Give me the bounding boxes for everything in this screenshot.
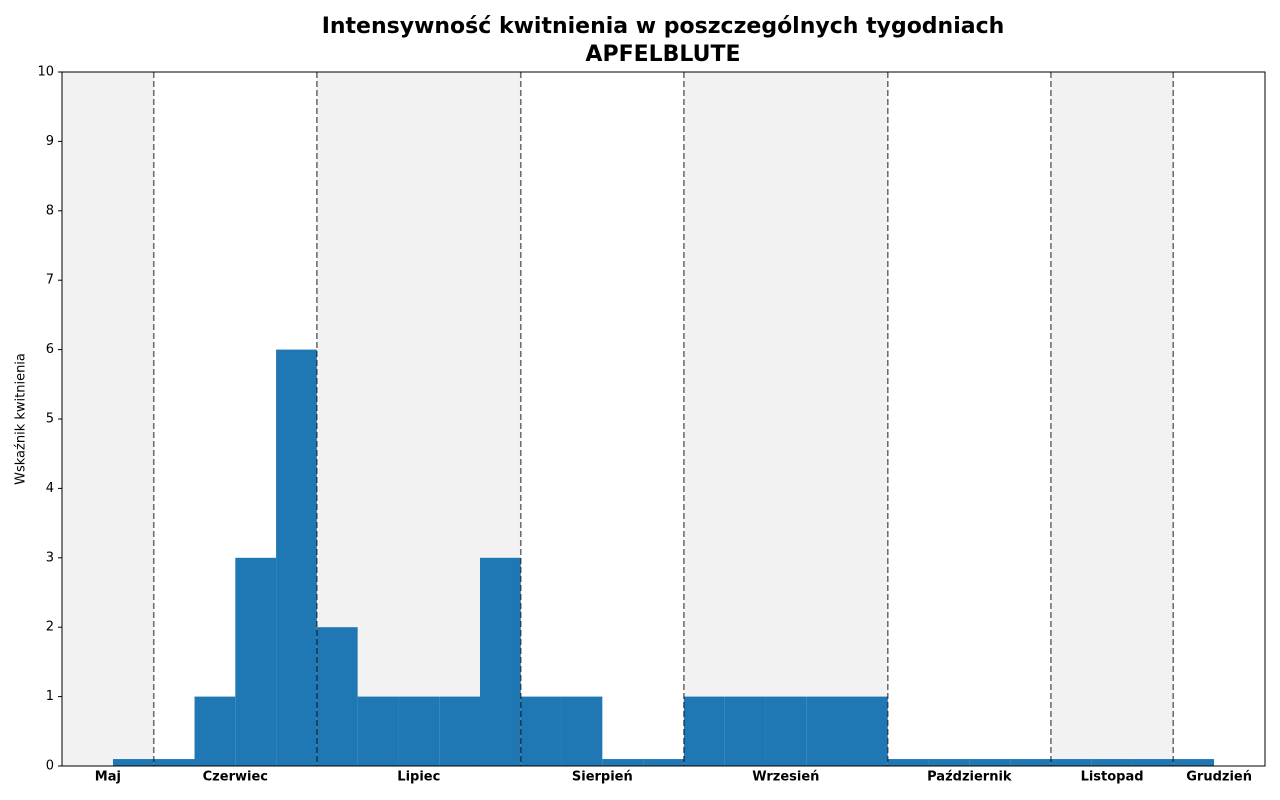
y-tick-label: 9 <box>46 134 54 149</box>
y-tick-label: 2 <box>46 620 54 635</box>
y-tick-label: 4 <box>46 481 54 496</box>
y-tick-label: 7 <box>46 273 54 288</box>
overlay-layer <box>152 72 1175 766</box>
bar <box>439 696 480 766</box>
bars-layer <box>112 349 1215 766</box>
chart-title: Intensywność kwitnienia w poszczególnych… <box>322 14 1005 39</box>
y-tick-label: 8 <box>46 203 54 218</box>
month-label: Październik <box>927 770 1012 785</box>
bar <box>194 696 236 766</box>
bar <box>969 759 1011 766</box>
bar <box>683 696 725 766</box>
y-tick-label: 3 <box>46 550 54 565</box>
y-tick-label: 5 <box>46 412 54 427</box>
bar <box>1173 759 1215 766</box>
month-shade <box>1050 72 1174 766</box>
bar <box>928 759 970 766</box>
bar <box>235 557 277 766</box>
month-shade <box>62 72 154 766</box>
bar <box>1050 759 1092 766</box>
bar <box>520 696 562 766</box>
month-shade <box>683 72 888 766</box>
background-layer <box>62 72 1174 766</box>
bar <box>479 557 521 766</box>
bar <box>847 696 888 766</box>
bar <box>276 349 317 766</box>
y-tick-label: 10 <box>37 65 54 80</box>
bar <box>806 696 848 766</box>
bar <box>887 759 929 766</box>
bar <box>602 759 644 766</box>
bar <box>765 696 807 766</box>
y-tick-label: 0 <box>46 759 54 774</box>
bar <box>724 696 766 766</box>
y-axis-label: Wskaźnik kwitnienia <box>14 353 29 485</box>
month-label: Sierpień <box>572 770 633 785</box>
bar <box>1132 759 1174 766</box>
month-label: Wrzesień <box>752 770 819 785</box>
bar <box>316 627 358 766</box>
month-label: Czerwiec <box>203 770 268 785</box>
month-label: Lipiec <box>397 770 440 785</box>
y-tick-label: 6 <box>46 342 54 357</box>
bar <box>112 759 154 766</box>
bar <box>398 696 440 766</box>
bar <box>1091 759 1133 766</box>
month-label: Listopad <box>1081 770 1144 785</box>
bar <box>643 759 684 766</box>
y-tick-label: 1 <box>46 689 54 704</box>
month-label: Grudzień <box>1186 770 1252 785</box>
bar <box>561 696 603 766</box>
month-label: Maj <box>95 770 121 785</box>
bar <box>357 696 399 766</box>
bar <box>153 759 195 766</box>
chart-subtitle: APFELBLUTE <box>585 42 740 67</box>
bar <box>1010 759 1051 766</box>
